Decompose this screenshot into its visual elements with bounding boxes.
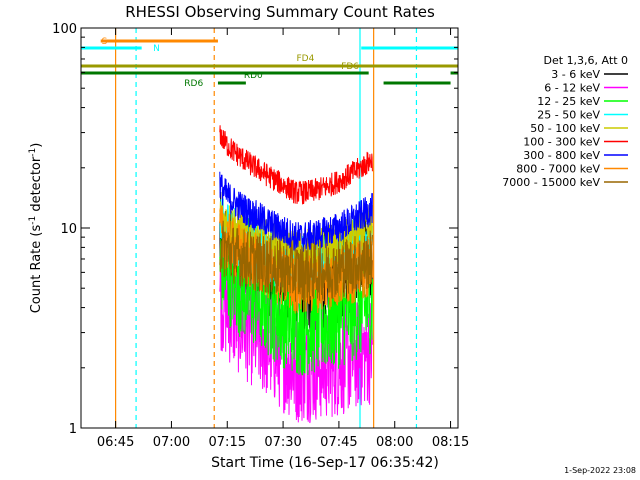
series-layer (115, 28, 418, 428)
legend-label: 100 - 300 keV (523, 136, 600, 149)
series-line-100-300-kev (219, 125, 373, 205)
y-axis-label-sup1: -1 (28, 216, 38, 225)
legend-header: Det 1,3,6, Att 0 (544, 54, 628, 67)
x-tick-label: 07:00 (153, 435, 190, 450)
flag-label-fd4: FD4 (296, 54, 314, 64)
legend-label: 300 - 800 keV (523, 149, 600, 162)
x-tick-label: 07:45 (320, 435, 357, 450)
legend-label: 7000 - 15000 keV (502, 176, 600, 189)
x-tick-label: 07:15 (209, 435, 246, 450)
flag-label-s: S (102, 37, 108, 47)
y-axis-label-sup2: -1 (28, 148, 38, 157)
flag-label-rd6: RD6 (184, 79, 203, 89)
flag-layer: S N FD4 FD6 RD0 RD6 (81, 37, 458, 89)
legend-label: 800 - 7000 keV (516, 163, 600, 176)
series-line-7000-15000-kev (219, 220, 373, 303)
flag-label-n: N (153, 44, 160, 54)
series-line-300-800-kev (219, 171, 373, 252)
axes-layer: 06:45 07:00 07:15 07:30 07:45 08:00 08:15 1 10 10… (52, 22, 469, 450)
legend-label: 12 - 25 keV (537, 95, 600, 108)
legend-label: 25 - 50 keV (537, 109, 600, 122)
chart-title: RHESSI Observing Summary Count Rates (125, 3, 435, 21)
x-tick-label: 06:45 (97, 435, 134, 450)
legend-label: 6 - 12 keV (544, 82, 600, 95)
x-tick-label: 08:15 (432, 435, 469, 450)
y-tick-label: 10 (60, 222, 77, 237)
x-tick-label: 07:30 (264, 435, 301, 450)
x-tick-label: 08:00 (376, 435, 413, 450)
y-axis-label-end: ) (29, 143, 44, 148)
flag-label-fd6: FD6 (341, 62, 359, 72)
y-tick-label: 100 (52, 22, 77, 37)
legend-label: 3 - 6 keV (551, 68, 600, 81)
flag-label-rd0: RD0 (244, 71, 263, 81)
y-axis-label-mid: detector (29, 156, 44, 216)
timestamp-label: 1-Sep-2022 23:08 (564, 466, 636, 475)
x-axis-label: Start Time (16-Sep-17 06:35:42) (211, 455, 439, 471)
legend-label: 50 - 100 keV (530, 122, 600, 135)
y-axis-label: Count Rate (s-1 detector-1) (28, 143, 44, 314)
y-tick-label: 1 (69, 422, 77, 437)
y-axis-label-main: Count Rate (s (29, 225, 44, 314)
